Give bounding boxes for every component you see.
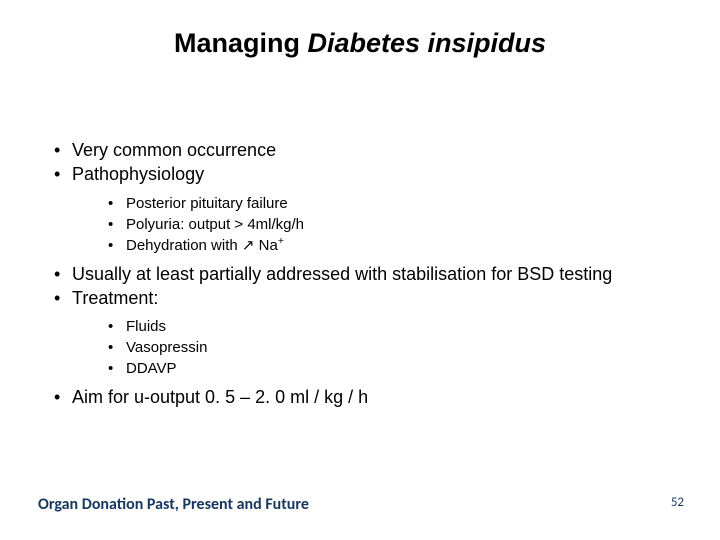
bullet-l1-text: Usually at least partially addressed wit… xyxy=(72,264,612,284)
bullet-l2-text: Polyuria: output > 4ml/kg/h xyxy=(126,216,304,233)
slide-title: Managing Diabetes insipidus xyxy=(0,28,720,59)
title-diabetes-insipidus: Diabetes insipidus xyxy=(307,28,546,58)
slide-body: Very common occurrence Pathophysiology Pos… xyxy=(50,138,690,409)
bullet-l2-text: Fluids xyxy=(126,318,166,335)
bullet-l2: Fluids xyxy=(72,316,690,337)
bullet-l2-text: Dehydration with ↗ Na+ xyxy=(126,237,284,254)
bullet-l1-text: Very common occurrence xyxy=(72,140,276,160)
footer-text: Organ Donation Past, Present and Future xyxy=(38,495,309,514)
bullet-l2: Vasopressin xyxy=(72,337,690,358)
title-managing: Managing xyxy=(174,28,308,58)
bullet-l2-text: Posterior pituitary failure xyxy=(126,195,288,212)
bullet-l2: Polyuria: output > 4ml/kg/h xyxy=(72,214,690,235)
bullet-l2-text: Vasopressin xyxy=(126,339,207,356)
bullet-l2: Posterior pituitary failure xyxy=(72,193,690,214)
page-number: 52 xyxy=(671,495,684,510)
bullet-l1: Very common occurrence xyxy=(50,138,690,162)
bullet-l1: Aim for u-output 0. 5 – 2. 0 ml / kg / h xyxy=(50,385,690,409)
bullet-l1-text: Aim for u-output 0. 5 – 2. 0 ml / kg / h xyxy=(72,387,368,407)
bullet-l2: DDAVP xyxy=(72,358,690,379)
bullet-l2: Dehydration with ↗ Na+ xyxy=(72,235,690,256)
bullet-l1-text: Pathophysiology xyxy=(72,164,204,184)
bullet-l1: Treatment: Fluids Vasopressin DDAVP xyxy=(50,286,690,379)
bullet-l1: Usually at least partially addressed wit… xyxy=(50,262,690,286)
bullet-l1: Pathophysiology Posterior pituitary failu… xyxy=(50,162,690,255)
slide: Managing Diabetes insipidus Very common … xyxy=(0,0,720,540)
bullet-sublist: Posterior pituitary failure Polyuria: out… xyxy=(72,193,690,256)
bullet-sublist: Fluids Vasopressin DDAVP xyxy=(72,316,690,379)
bullet-list: Very common occurrence Pathophysiology Pos… xyxy=(50,138,690,409)
bullet-l1-text: Treatment: xyxy=(72,288,158,308)
bullet-l2-text: DDAVP xyxy=(126,360,177,377)
